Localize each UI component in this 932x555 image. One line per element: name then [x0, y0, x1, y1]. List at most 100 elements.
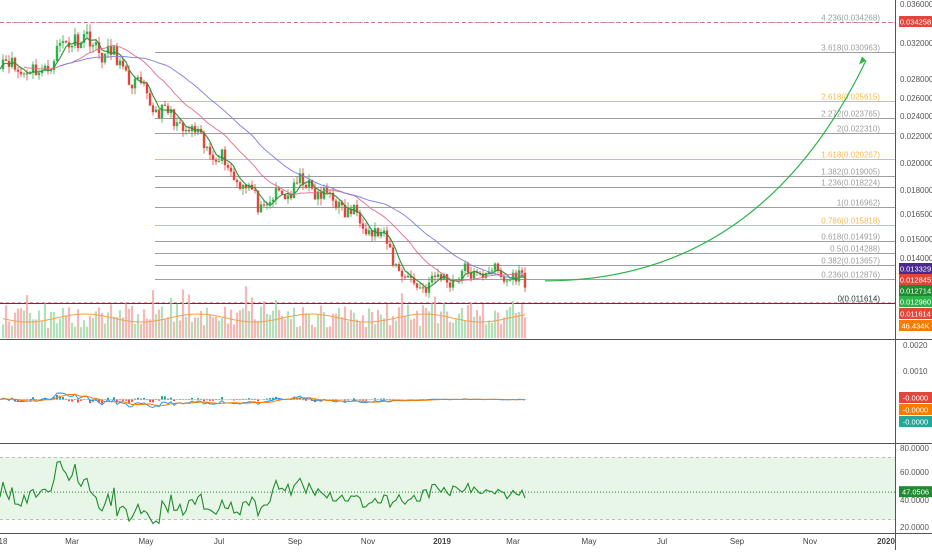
volume-bar	[359, 322, 361, 338]
volume-bar	[365, 327, 367, 338]
volume-bar	[50, 312, 52, 338]
volume-bar	[410, 320, 412, 338]
macd-histogram-bar	[134, 399, 136, 400]
x-axis-label: 18	[0, 537, 8, 546]
volume-bar	[80, 327, 82, 338]
volume-bar	[461, 308, 463, 338]
macd-histogram-bar	[353, 398, 355, 399]
macd-histogram-bar	[251, 399, 253, 400]
macd-histogram-bar	[386, 400, 388, 401]
macd-histogram-bar	[77, 400, 79, 403]
candle-body	[212, 155, 214, 160]
volume-bar	[74, 327, 76, 338]
candle-body	[92, 45, 94, 46]
rsi-band	[0, 457, 895, 520]
x-axis-label: 2020	[877, 537, 895, 546]
volume-bar	[83, 320, 85, 338]
macd-histogram-bar	[362, 400, 364, 401]
candle-body	[152, 105, 154, 112]
volume-bar	[113, 317, 115, 338]
candle-body	[95, 42, 97, 45]
price-tick-label: 0.016500	[900, 210, 932, 219]
candle-body	[215, 160, 217, 162]
candle-body	[176, 122, 178, 126]
candle-body	[509, 280, 511, 281]
volume-bar	[437, 323, 439, 338]
candle-body	[263, 204, 265, 205]
candle-body	[425, 288, 427, 293]
volume-bar	[311, 325, 313, 338]
price-tick-label: 0.032000	[900, 39, 932, 48]
volume-bar	[59, 318, 61, 338]
macd-histogram-bar	[125, 400, 127, 401]
volume-bar	[26, 295, 28, 338]
price-tick-label: 0.022000	[900, 132, 932, 141]
volume-bar	[128, 309, 130, 338]
volume-bar	[227, 323, 229, 338]
volume-bar	[314, 327, 316, 338]
x-axis-label: Nov	[361, 537, 375, 546]
macd-histogram-bar	[359, 400, 361, 401]
macd-histogram-bar	[161, 396, 163, 399]
volume-bar	[422, 305, 424, 338]
candle-body	[5, 59, 7, 60]
volume-bar	[290, 319, 292, 338]
candle-body	[305, 185, 307, 187]
candle-body	[56, 46, 58, 61]
candle-body	[347, 209, 349, 217]
volume-bar	[161, 306, 163, 338]
macd-histogram-bar	[197, 398, 199, 399]
macd-histogram-bar	[206, 400, 208, 401]
candle-body	[206, 147, 208, 148]
x-axis-label: Mar	[65, 537, 79, 546]
macd-histogram-bar	[203, 400, 205, 402]
volume-bar	[62, 308, 64, 338]
volume-bar	[98, 307, 100, 338]
candle-body	[464, 263, 466, 270]
price-tick-label: 0.028000	[900, 75, 932, 84]
candle-body	[17, 70, 19, 72]
candle-body	[125, 66, 127, 70]
volume-bar	[413, 319, 415, 338]
candle-body	[185, 130, 187, 131]
volume-bar	[245, 286, 247, 338]
volume-bar	[2, 324, 4, 338]
candle-body	[491, 270, 493, 271]
volume-bar	[191, 322, 193, 338]
macd-histogram-bar	[233, 400, 235, 401]
volume-bar	[134, 324, 136, 338]
volume-bar	[428, 311, 430, 338]
candle-body	[275, 188, 277, 199]
candle-body	[161, 105, 163, 118]
price-tick-label: 0.026000	[900, 94, 932, 103]
volume-bar	[71, 323, 73, 338]
volume-bar	[233, 324, 235, 338]
macd-histogram-bar	[23, 400, 25, 401]
volume-bar	[305, 313, 307, 338]
price-panel	[0, 0, 895, 338]
price-tag-text: 0.011614	[900, 310, 931, 319]
candle-body	[74, 34, 76, 45]
volume-bar	[401, 293, 403, 338]
candle-body	[269, 202, 271, 204]
price-tick-label: 0.020000	[900, 159, 932, 168]
macd-histogram-bar	[266, 399, 268, 400]
volume-bar	[266, 314, 268, 338]
volume-bar	[239, 310, 241, 338]
volume-bar	[356, 320, 358, 338]
fib-level-label: 0.5(0.014288)	[830, 245, 880, 254]
candle-body	[164, 105, 166, 106]
candle-body	[395, 264, 397, 265]
candle-body	[167, 106, 169, 113]
volume-bar	[137, 314, 139, 338]
volume-bar	[167, 317, 169, 338]
volume-bar	[323, 312, 325, 338]
candle-body	[89, 32, 91, 47]
price-tick-label: 0.036000	[900, 0, 932, 9]
volume-bar	[182, 290, 184, 338]
candle-body	[320, 192, 322, 199]
volume-bar	[404, 317, 406, 338]
fib-level-label: 2.272(0.023765)	[821, 110, 880, 119]
candle-body	[398, 264, 400, 271]
